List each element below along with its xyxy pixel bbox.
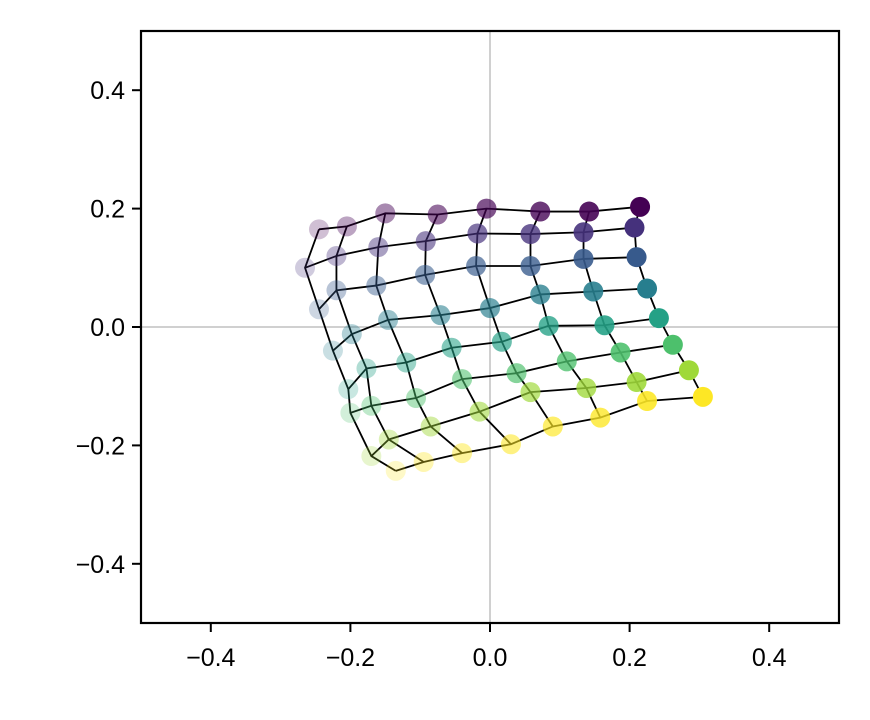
plot-area: [141, 31, 839, 623]
scatter-point: [520, 224, 541, 245]
scatter-point: [506, 363, 527, 384]
scatter-point: [385, 460, 406, 481]
mesh-column-line: [335, 226, 425, 463]
scatter-point: [308, 219, 329, 240]
scatter-point: [452, 443, 473, 464]
scatter-point: [594, 315, 615, 336]
x-tick-label: 0.0: [473, 644, 508, 672]
scatter-point: [368, 237, 389, 258]
scatter-point: [583, 281, 604, 302]
x-tick-label: −0.2: [326, 644, 375, 672]
scatter-point: [678, 360, 699, 381]
scatter-point: [378, 309, 399, 330]
scatter-point: [491, 331, 512, 352]
scatter-point: [361, 395, 382, 416]
scatter-point: [415, 231, 436, 252]
scatter-point: [530, 284, 551, 305]
scatter-point: [430, 305, 451, 326]
y-tick-label: 0.2: [90, 196, 125, 224]
scatter-point: [341, 324, 362, 345]
scatter-point: [530, 201, 551, 222]
scatter-point: [466, 256, 487, 277]
scatter-point: [308, 299, 329, 320]
scatter-point: [692, 386, 713, 407]
scatter-point: [480, 298, 500, 319]
scatter-point: [662, 334, 683, 355]
scatter-point: [338, 379, 359, 400]
scatter-point: [396, 352, 417, 373]
scatter-point: [626, 372, 647, 393]
scatter-point: [361, 446, 382, 467]
x-tick-label: −0.4: [186, 644, 235, 672]
scatter-point: [610, 342, 631, 363]
scatter-point: [420, 416, 441, 437]
scatter-point: [378, 429, 399, 450]
scatter-point: [624, 217, 645, 238]
scatter-point: [476, 198, 497, 219]
scatter-point: [630, 196, 651, 217]
scatter-point: [322, 340, 343, 361]
scatter-point: [520, 382, 541, 403]
scatter-point: [538, 315, 559, 336]
y-tick-label: 0.4: [90, 77, 125, 105]
scatter-point: [413, 451, 434, 472]
scatter-point: [415, 264, 436, 285]
scatter-point: [427, 204, 448, 225]
x-tick-label: 0.4: [752, 644, 787, 672]
scatter-point: [467, 223, 488, 244]
y-tick-label: 0.0: [90, 314, 125, 342]
scatter-point: [637, 391, 658, 411]
x-axis: −0.4 −0.2 0.0 0.2 0.4: [186, 623, 787, 672]
y-tick-label: −0.2: [76, 432, 125, 460]
scatter-point: [406, 388, 427, 409]
scatter-point: [579, 201, 600, 222]
scatter-point: [441, 337, 462, 358]
scatter-point: [637, 278, 658, 299]
scatter-point: [356, 358, 377, 379]
scatter-point: [556, 351, 577, 372]
scatter-point: [573, 248, 594, 269]
mesh-column-line: [375, 213, 463, 454]
scatter-point: [648, 308, 669, 329]
scatter-point: [626, 247, 647, 268]
scatter-point: [295, 257, 316, 278]
scatter-point: [366, 275, 387, 296]
scatter-point: [375, 203, 396, 224]
scatter-point: [336, 216, 357, 237]
y-axis: −0.4 −0.2 0.0 0.2 0.4: [76, 77, 141, 579]
scatter-point: [573, 222, 594, 243]
scatter-point: [326, 245, 347, 266]
x-tick-label: 0.2: [612, 644, 647, 672]
scatter-point: [500, 434, 521, 455]
scatter-point: [340, 402, 361, 423]
scatter-point: [590, 407, 611, 428]
scatter-point: [542, 416, 563, 437]
scatter-point: [520, 256, 541, 277]
mesh-column-line: [304, 229, 397, 472]
scatter-points: [295, 196, 713, 481]
scatter-point: [469, 401, 490, 422]
scatter-point: [452, 369, 473, 390]
scatter-point: [576, 377, 597, 398]
scatter-point: [326, 280, 347, 301]
y-tick-label: −0.4: [76, 551, 125, 579]
